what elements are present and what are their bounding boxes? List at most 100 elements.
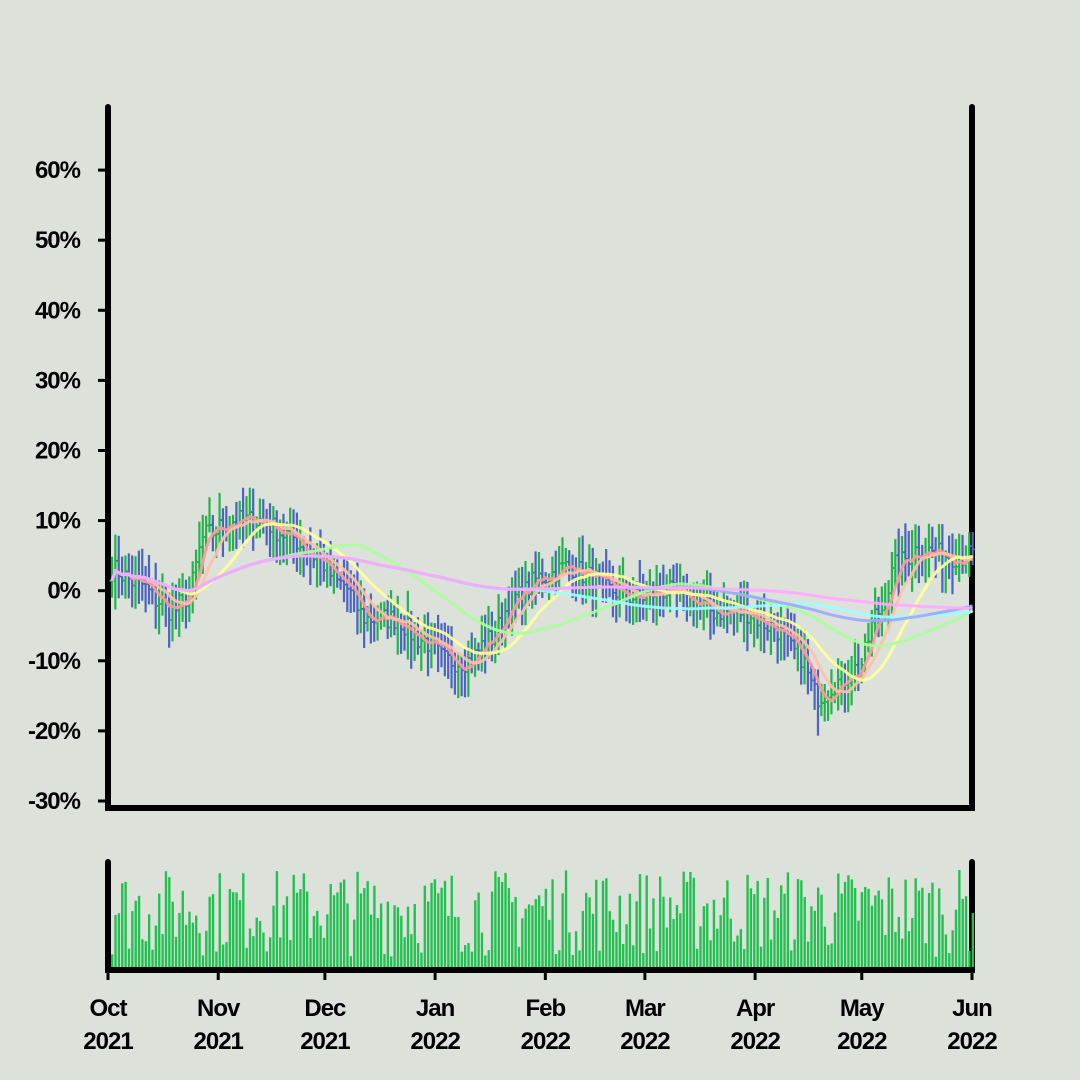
volume-bar bbox=[964, 896, 968, 967]
volume-bar bbox=[894, 932, 897, 967]
volume-bar bbox=[622, 944, 625, 967]
y-tick-label: 20% bbox=[35, 437, 81, 464]
volume-bar bbox=[870, 905, 874, 967]
x-tick-year: 2022 bbox=[521, 1028, 571, 1055]
volume-bar bbox=[628, 893, 632, 967]
volume-bar bbox=[440, 887, 443, 967]
volume-bar bbox=[332, 895, 336, 967]
x-tick-month: May bbox=[840, 995, 885, 1022]
ohlc-bar bbox=[354, 562, 360, 635]
volume-bar bbox=[780, 885, 783, 967]
x-tick-month: Dec bbox=[304, 995, 346, 1022]
volume-bar bbox=[410, 934, 413, 967]
volume-bar bbox=[813, 910, 816, 967]
volume-bar bbox=[420, 952, 423, 967]
volume-bar bbox=[746, 874, 749, 967]
ohlc-bar bbox=[267, 503, 273, 558]
volume-bar bbox=[457, 916, 460, 967]
volume-bar bbox=[726, 880, 729, 967]
volume-bar bbox=[722, 897, 726, 967]
x-tick-month: Jan bbox=[416, 995, 455, 1022]
volume-bar bbox=[800, 880, 803, 967]
volume-bar bbox=[682, 871, 685, 967]
ohlc-bar bbox=[170, 582, 176, 642]
ohlc-bar bbox=[371, 605, 377, 642]
ohlc-bar bbox=[926, 523, 932, 578]
volume-bar bbox=[853, 888, 857, 967]
volume-bar bbox=[147, 914, 151, 967]
volume-bar bbox=[359, 893, 363, 967]
volume-bar bbox=[837, 873, 840, 967]
volume-bar bbox=[305, 891, 309, 967]
volume-bar bbox=[541, 906, 544, 967]
ohlc-bar bbox=[133, 556, 139, 609]
ohlc-bar bbox=[778, 606, 784, 661]
volume-bar bbox=[934, 956, 938, 967]
ohlc-bar bbox=[845, 659, 851, 713]
volume-bar bbox=[971, 913, 974, 967]
volume-bar bbox=[356, 871, 359, 967]
volume-bar bbox=[238, 900, 242, 967]
volume-bar bbox=[951, 930, 954, 967]
volume-bar bbox=[786, 872, 790, 967]
moving-average-line bbox=[110, 522, 973, 682]
ohlc-bar bbox=[206, 497, 212, 533]
volume-bar bbox=[242, 873, 245, 967]
volume-bar bbox=[571, 954, 574, 967]
volume-bar bbox=[554, 954, 558, 967]
volume-bar bbox=[400, 915, 403, 967]
volume-bar bbox=[931, 882, 934, 967]
volume-bar bbox=[507, 888, 511, 967]
volume-bar bbox=[618, 895, 621, 967]
volume-bar bbox=[272, 905, 275, 967]
ohlc-bar bbox=[828, 669, 834, 715]
volume-bar bbox=[322, 937, 326, 967]
volume-bar bbox=[753, 894, 756, 967]
volume-bar bbox=[595, 879, 598, 967]
ohlc-bar bbox=[744, 581, 750, 652]
volume-bar bbox=[699, 926, 702, 967]
volume-bar bbox=[904, 879, 907, 967]
ohlc-bar bbox=[260, 499, 266, 534]
volume-bar bbox=[776, 917, 780, 967]
volume-bar bbox=[820, 894, 823, 967]
volume-bar bbox=[578, 950, 581, 967]
ohlc-bar bbox=[230, 514, 236, 551]
volume-bar bbox=[205, 930, 208, 967]
volume-bar bbox=[184, 924, 188, 967]
volume-bar bbox=[494, 871, 497, 967]
volume-bar bbox=[534, 899, 537, 967]
ohlc-bar bbox=[153, 562, 159, 629]
volume-bar bbox=[228, 889, 232, 967]
volume-bar bbox=[736, 935, 739, 967]
volume-bar bbox=[235, 892, 238, 967]
ohlc-bar bbox=[442, 622, 448, 677]
volume-bar bbox=[709, 940, 712, 967]
volume-bar bbox=[790, 950, 793, 967]
volume-bar bbox=[416, 942, 420, 967]
volume-bar bbox=[685, 881, 689, 967]
ohlc-bar bbox=[388, 590, 394, 638]
volume-bar bbox=[248, 928, 252, 967]
volume-bar bbox=[796, 879, 800, 967]
volume-bar bbox=[827, 944, 830, 967]
volume-bar bbox=[840, 893, 843, 967]
volume-bar bbox=[739, 929, 743, 967]
volume-bar bbox=[201, 955, 205, 967]
volume-bar bbox=[843, 881, 847, 967]
volume-bar bbox=[490, 891, 494, 967]
volume-bar bbox=[588, 897, 591, 967]
volume-bar bbox=[467, 943, 470, 967]
volume-bar bbox=[806, 941, 810, 967]
ohlc-bar bbox=[512, 570, 518, 623]
volume-bar bbox=[262, 932, 265, 967]
volume-bar bbox=[880, 899, 884, 967]
volume-bar bbox=[756, 880, 759, 967]
ohlc-bar bbox=[553, 550, 559, 598]
volume-bar bbox=[255, 917, 258, 967]
x-tick-month: Nov bbox=[197, 995, 241, 1022]
volume-bar bbox=[884, 934, 887, 967]
volume-bar bbox=[689, 871, 692, 967]
volume-bar bbox=[258, 921, 262, 967]
ohlc-bar bbox=[949, 533, 955, 595]
